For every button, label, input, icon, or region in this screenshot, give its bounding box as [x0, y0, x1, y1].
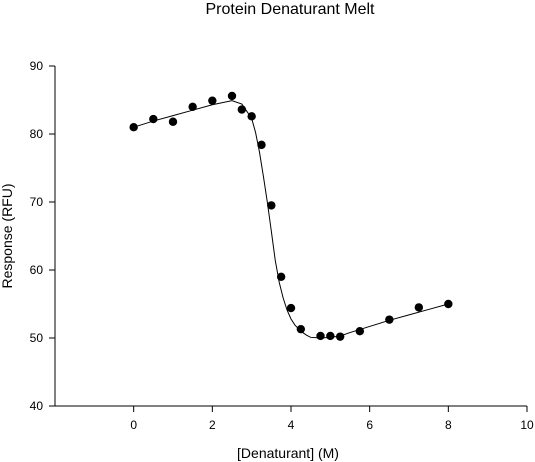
data-point — [129, 123, 138, 132]
x-tick-label: 2 — [209, 418, 216, 432]
fit-line — [133, 100, 449, 339]
x-tick-label: 0 — [130, 418, 137, 432]
y-tick-label: 40 — [30, 399, 44, 413]
data-point — [149, 114, 158, 124]
x-tick-label: 4 — [288, 418, 295, 432]
data-point — [335, 332, 345, 341]
x-tick-label: 8 — [445, 418, 452, 432]
y-tick-label: 60 — [30, 263, 44, 277]
data-point — [247, 112, 256, 121]
data-point — [444, 299, 453, 309]
data-point — [227, 91, 237, 101]
y-tick-label: 90 — [30, 59, 44, 73]
data-point — [168, 117, 178, 126]
y-axis-label: Response (RFU) — [0, 183, 15, 288]
y-tick-label: 80 — [30, 127, 44, 141]
data-point — [276, 272, 286, 281]
axes: 0 2 4 6 8 10 40 50 60 70 80 90 — [30, 59, 534, 432]
x-tick-label: 6 — [366, 418, 373, 432]
x-tick-label: 10 — [520, 418, 534, 432]
fit-curve — [133, 100, 449, 339]
y-tick-label: 50 — [30, 331, 44, 345]
x-axis-label: [Denaturant] (M) — [237, 445, 339, 461]
data-points — [129, 91, 453, 341]
data-point — [237, 105, 247, 114]
data-point — [267, 201, 276, 210]
data-point — [326, 331, 335, 341]
data-point — [316, 331, 325, 341]
data-point — [296, 324, 306, 334]
data-point — [257, 140, 266, 150]
data-point — [208, 96, 217, 105]
data-point — [188, 102, 197, 112]
data-point — [286, 303, 296, 313]
data-point — [385, 315, 394, 324]
chart-title: Protein Denaturant Melt — [206, 1, 376, 18]
data-point — [355, 327, 365, 336]
data-point — [414, 303, 424, 312]
y-tick-label: 70 — [30, 195, 44, 209]
